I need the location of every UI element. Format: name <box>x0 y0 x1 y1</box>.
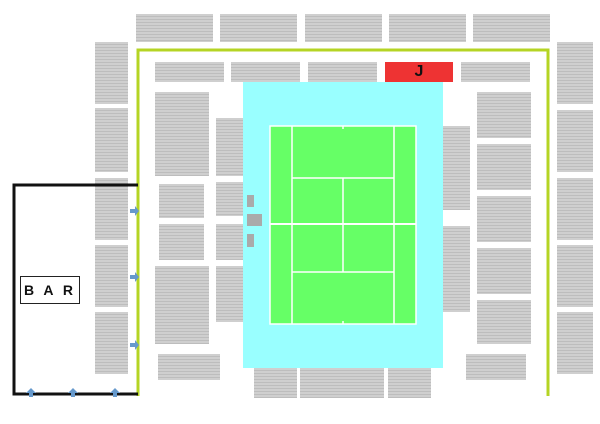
seat-section[interactable] <box>477 144 531 190</box>
umpire-bench <box>247 195 254 207</box>
seat-section[interactable] <box>557 178 593 240</box>
entry-arrow-icon <box>26 388 36 397</box>
seat-section[interactable] <box>216 118 243 176</box>
seat-section[interactable] <box>477 196 531 242</box>
seat-section[interactable] <box>305 14 382 42</box>
seat-section[interactable] <box>216 266 243 322</box>
seat-section[interactable] <box>155 266 209 344</box>
seat-section[interactable] <box>388 368 431 398</box>
seat-section[interactable] <box>557 245 593 307</box>
seat-section[interactable] <box>466 354 526 380</box>
seat-section[interactable] <box>443 126 470 210</box>
seat-section[interactable] <box>95 245 128 307</box>
seat-section[interactable] <box>477 92 531 138</box>
seat-section[interactable] <box>155 92 209 176</box>
entry-arrow-icon <box>130 206 139 216</box>
umpire-bench <box>247 234 254 247</box>
seat-section[interactable] <box>300 368 384 398</box>
seat-section[interactable] <box>155 62 224 82</box>
seat-section[interactable] <box>95 42 128 104</box>
seat-section[interactable] <box>159 224 204 260</box>
seat-section[interactable] <box>308 62 377 82</box>
seat-section[interactable] <box>159 184 204 218</box>
seat-section[interactable] <box>254 368 297 398</box>
seat-section[interactable] <box>220 14 297 42</box>
seat-section[interactable] <box>216 182 243 216</box>
seat-section[interactable] <box>389 14 466 42</box>
seat-section[interactable] <box>95 312 128 374</box>
section-label: J <box>414 63 424 80</box>
seat-section[interactable] <box>473 14 550 42</box>
seat-section[interactable] <box>95 178 128 240</box>
seat-section[interactable] <box>557 312 593 374</box>
seat-section-j[interactable]: J <box>385 62 453 82</box>
bar-label-text: B A R <box>23 282 77 298</box>
perimeter-line <box>136 48 550 396</box>
entry-arrow-icon <box>68 388 78 397</box>
seat-section[interactable] <box>158 354 220 380</box>
bar-outline <box>12 183 138 396</box>
seat-section[interactable] <box>443 226 470 312</box>
umpire-chair <box>247 214 262 226</box>
entry-arrow-icon <box>110 388 120 397</box>
tennis-court <box>269 125 417 325</box>
seat-section[interactable] <box>231 62 300 82</box>
seat-section[interactable] <box>477 248 531 294</box>
seat-section[interactable] <box>461 62 530 82</box>
seat-section[interactable] <box>477 300 531 344</box>
seat-section[interactable] <box>216 224 243 260</box>
seat-section[interactable] <box>136 14 213 42</box>
seat-section[interactable] <box>557 110 593 172</box>
entry-arrow-icon <box>130 272 139 282</box>
bar-area-label: B A R <box>20 276 80 304</box>
entry-arrow-icon <box>130 340 139 350</box>
seat-section[interactable] <box>557 42 593 104</box>
seat-section[interactable] <box>95 108 128 172</box>
